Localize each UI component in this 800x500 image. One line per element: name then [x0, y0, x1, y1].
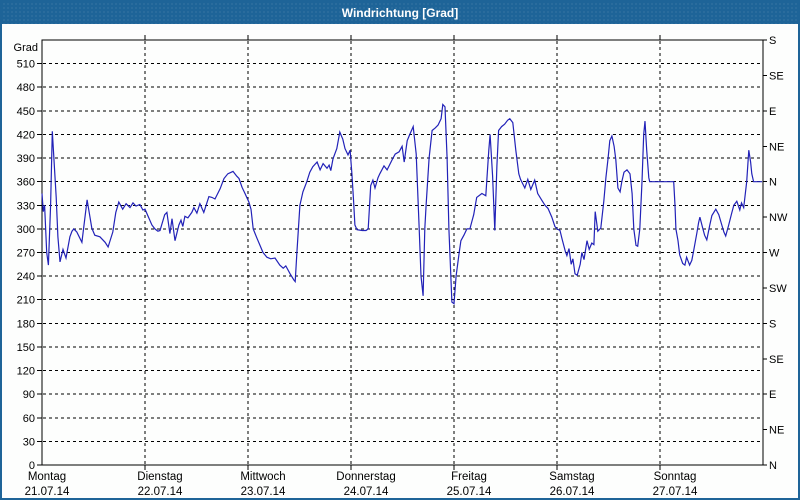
y-axis-tick-label: 120 — [17, 366, 35, 378]
compass-tick-label: NE — [769, 141, 784, 153]
chart-title: Windrichtung [Grad] — [341, 6, 459, 20]
y-axis-tick-label: 240 — [17, 271, 35, 283]
y-axis-tick-label: 510 — [17, 59, 35, 71]
wind-direction-chart: 0 30 60 90 120 150 180 210 240 270 300 330 360 390 420… — [4, 26, 800, 500]
compass-tick-label: S — [769, 35, 776, 47]
compass-tick-label: S — [769, 318, 776, 330]
title-bar: Windrichtung [Grad] — [2, 2, 798, 24]
day-name-label: Mittwoch — [240, 471, 285, 483]
day-date-label: 25.07.14 — [447, 486, 492, 498]
compass-tick-label: SW — [769, 283, 787, 295]
y-axis-tick-label: 210 — [17, 295, 35, 307]
y-axis-title: Grad — [14, 42, 38, 54]
y-axis-tick-label: 300 — [17, 224, 35, 236]
compass-tick-label: SE — [769, 354, 784, 366]
chart-canvas: 0 30 60 90 120 150 180 210 240 270 300 330 360 390 420… — [14, 35, 788, 498]
y-axis-tick-label: 150 — [17, 342, 35, 354]
plot-border — [41, 39, 764, 466]
day-date-label: 21.07.14 — [25, 486, 70, 498]
y-axis-tick-label: 480 — [17, 82, 35, 94]
y-axis-tick-label: 450 — [17, 106, 35, 118]
day-name-label: Dienstag — [137, 471, 182, 483]
y-axis-tick-label: 390 — [17, 153, 35, 165]
compass-tick-label: E — [769, 106, 776, 118]
day-name-label: Donnerstag — [336, 471, 395, 483]
y-axis-tick-label: 360 — [17, 177, 35, 189]
day-date-label: 26.07.14 — [550, 486, 595, 498]
day-name-label: Sonntag — [654, 471, 697, 483]
compass-tick-label: SE — [769, 70, 784, 82]
y-axis-tick-label: 420 — [17, 129, 35, 141]
wind-direction-line — [41, 103, 763, 305]
day-name-label: Montag — [28, 471, 66, 483]
day-name-label: Freitag — [451, 471, 487, 483]
y-axis-tick-label: 90 — [23, 389, 35, 401]
compass-tick-label: W — [769, 248, 780, 260]
compass-tick-label: E — [769, 389, 776, 401]
y-axis-tick-label: 0 — [29, 460, 35, 472]
y-axis-tick-label: 270 — [17, 248, 35, 260]
compass-tick-label: NE — [769, 425, 784, 437]
compass-tick-label: NW — [769, 212, 788, 224]
y-axis-tick-label: 180 — [17, 318, 35, 330]
day-name-label: Samstag — [549, 471, 594, 483]
day-date-label: 23.07.14 — [241, 486, 286, 498]
compass-tick-label: N — [769, 177, 777, 189]
y-axis-tick-label: 60 — [23, 413, 35, 425]
compass-tick-label: N — [769, 460, 777, 472]
day-date-label: 22.07.14 — [138, 486, 183, 498]
y-axis-tick-label: 30 — [23, 436, 35, 448]
day-date-label: 24.07.14 — [344, 486, 389, 498]
y-axis-tick-label: 330 — [17, 200, 35, 212]
day-date-label: 27.07.14 — [653, 486, 698, 498]
